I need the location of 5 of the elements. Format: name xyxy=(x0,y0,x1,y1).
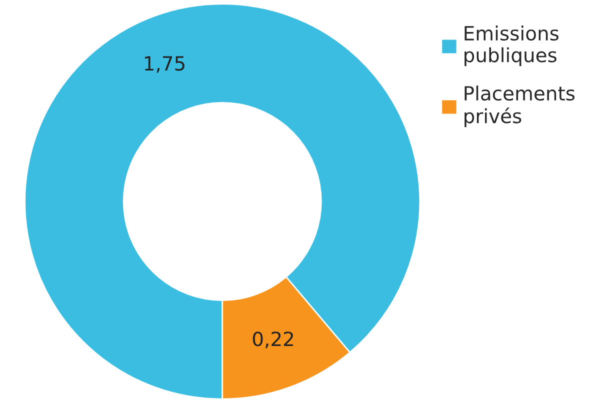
legend-label: Placements privés xyxy=(464,86,575,128)
legend-label: Emissions publiques xyxy=(464,26,559,66)
data-label: 0,22 xyxy=(252,332,293,348)
data-label: 1,75 xyxy=(144,56,184,73)
donut-slice xyxy=(24,3,421,400)
